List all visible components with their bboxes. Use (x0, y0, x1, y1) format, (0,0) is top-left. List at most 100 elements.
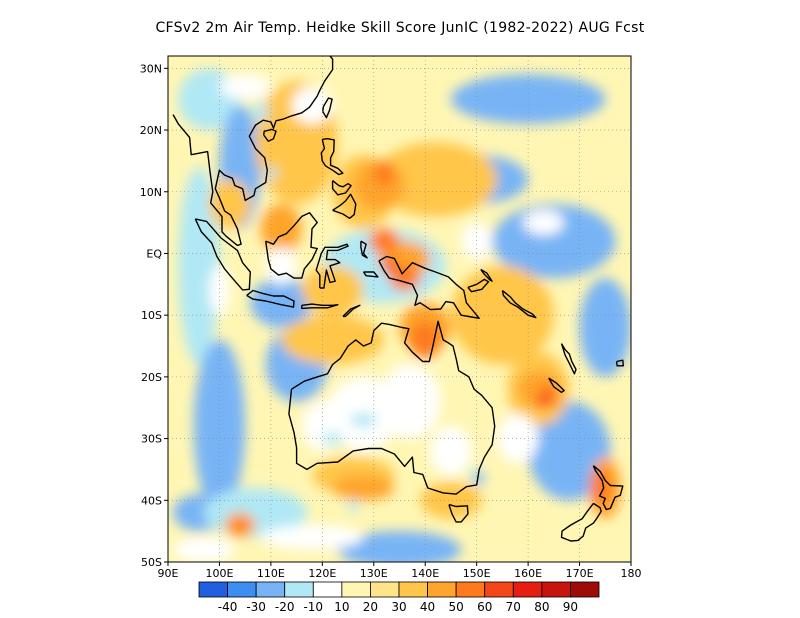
coastline-hainan (263, 128, 277, 142)
score-patch (589, 469, 611, 507)
coastline-nz-south (560, 502, 602, 542)
colorbar-label: 50 (449, 600, 464, 614)
lon-tick-label: 150E (463, 567, 491, 580)
lat-tick-label: 40S (141, 494, 162, 507)
coastline-nz-north (592, 465, 624, 511)
colorbar-swatch (512, 581, 543, 598)
coastline-timor (342, 304, 361, 318)
colorbar-swatch (198, 581, 228, 598)
score-patch (332, 475, 395, 501)
score-patch (350, 412, 377, 428)
coastline-borneo (265, 211, 318, 279)
score-patch (373, 160, 395, 186)
score-patch (450, 74, 606, 124)
lon-tick-label: 170E (566, 567, 594, 580)
colorbar-swatch (427, 581, 457, 598)
colorbar-swatch (341, 581, 371, 598)
coastline-flores-sumbawa (301, 303, 339, 310)
colorbar-label: 70 (506, 600, 521, 614)
score-patch (409, 321, 441, 359)
lat-tick-label: 20N (140, 124, 162, 137)
score-patch (193, 339, 246, 513)
lon-tick-label: 90E (158, 567, 179, 580)
score-patch (535, 395, 552, 408)
colorbar-label: 40 (420, 600, 435, 614)
score-patch (474, 471, 485, 486)
lat-tick-label: 10N (140, 186, 162, 199)
colorbar-label: 90 (563, 600, 578, 614)
lat-tick-label: 10S (141, 309, 162, 322)
score-patch (381, 259, 397, 272)
colorbar-swatch (398, 581, 428, 598)
score-patch (373, 142, 498, 217)
colorbar-label: 60 (477, 600, 492, 614)
colorbar-swatch (455, 581, 486, 598)
score-patch (450, 265, 554, 365)
score-patch (260, 524, 364, 550)
colorbar-label: -40 (218, 600, 238, 614)
colorbar-label: 20 (363, 600, 378, 614)
score-patch (368, 228, 400, 254)
coastline-new-ireland (480, 268, 493, 282)
coastline-new-caledonia (548, 377, 565, 393)
colorbar-swatch (312, 581, 343, 598)
coastline-visayas (331, 180, 352, 196)
colorbar-swatch (570, 581, 600, 598)
lon-tick-label: 140E (411, 567, 439, 580)
score-patch (522, 210, 565, 235)
lon-tick-label: 160E (514, 567, 542, 580)
lon-tick-label: 100E (205, 567, 233, 580)
map-frame (167, 55, 632, 563)
score-patch (281, 315, 385, 365)
coastline-mainland-se-asia (172, 56, 334, 247)
coastline-taiwan (322, 97, 333, 119)
score-patch (348, 500, 359, 513)
coastline-solomons (501, 289, 537, 319)
colorbar-swatch (227, 581, 257, 598)
score-patch (219, 74, 271, 100)
chart-title: CFSv2 2m Air Temp. Heidke Skill Score Ju… (155, 20, 645, 36)
colorbar-swatch (484, 581, 514, 598)
colorbar-swatch (284, 581, 314, 598)
score-patch (528, 401, 611, 501)
score-patch (430, 426, 472, 476)
score-patch (378, 364, 441, 439)
colorbar-swatch (370, 581, 400, 598)
coastline-luzon (320, 137, 344, 176)
lon-tick-label: 120E (308, 567, 336, 580)
lon-tick-label: 180 (621, 567, 642, 580)
coastline-fiji (615, 359, 624, 367)
score-patch (173, 537, 235, 562)
colorbar-label: -30 (246, 600, 266, 614)
lon-tick-label: 110E (257, 567, 285, 580)
colorbar: -40 -30 -20 -10 10 20 30 40 50 60 70 80 90 (198, 581, 600, 614)
colorbar-swatch (255, 581, 286, 598)
colorbar-label: 80 (534, 600, 549, 614)
coastline-tasmania (448, 503, 469, 523)
coastline-australia (288, 320, 496, 495)
lat-tick-label: 50S (141, 556, 162, 569)
score-patch (497, 413, 539, 464)
lon-tick-label: 130E (360, 567, 388, 580)
score-patch (461, 222, 493, 260)
coastline-seram (362, 271, 379, 278)
coastline-new-britain (467, 278, 490, 293)
coastline-vanuatu (560, 343, 577, 375)
score-patch (252, 102, 269, 121)
colorbar-label: -20 (275, 600, 295, 614)
lat-tick-label: EQ (146, 247, 162, 260)
coastline-mindanao (332, 193, 357, 220)
coastline-sumatra (194, 218, 252, 291)
score-patch (209, 265, 230, 316)
score-field (168, 56, 631, 562)
lat-tick-label: 20S (141, 371, 162, 384)
score-patch (337, 531, 462, 562)
lat-tick-label: 30S (141, 433, 162, 446)
colorbar-label: 10 (334, 600, 349, 614)
colorbar-swatch (541, 581, 571, 598)
colorbar-label: -10 (303, 600, 323, 614)
lat-tick-label: 30N (140, 62, 162, 75)
coastline-java (246, 289, 295, 308)
score-patch (301, 265, 364, 316)
